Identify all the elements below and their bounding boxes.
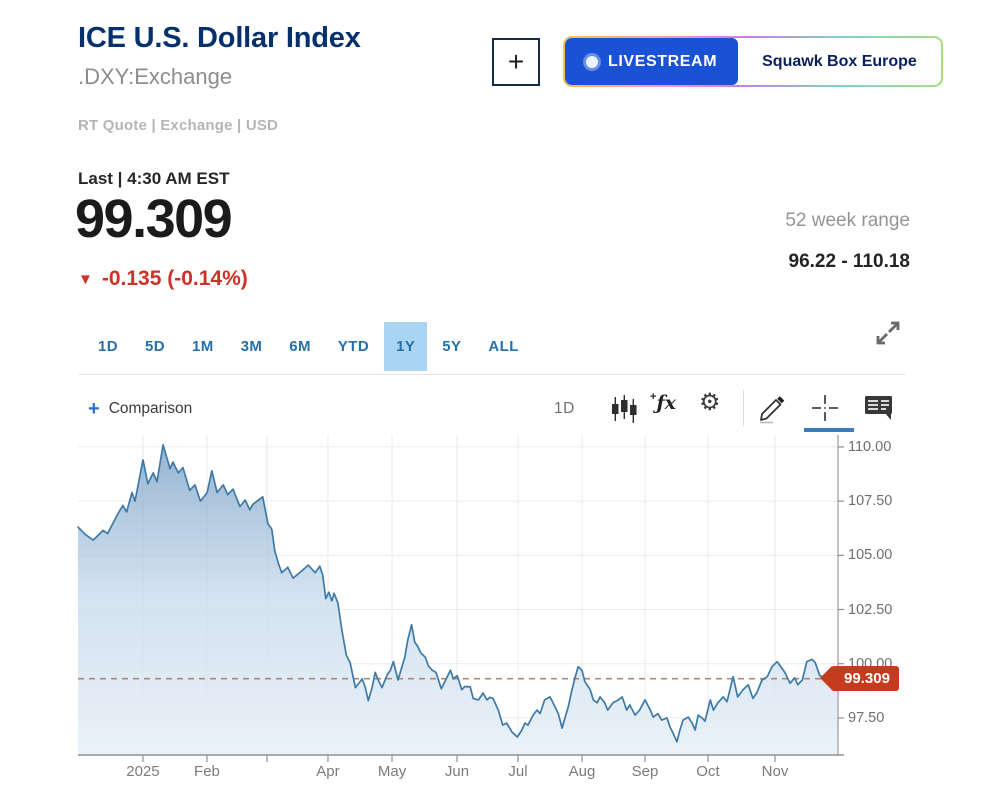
tab-5y[interactable]: 5Y [430,322,473,371]
x-tick-label: Sep [631,763,659,780]
tab-1y[interactable]: 1Y [384,322,428,371]
x-tick-label: Aug [568,763,596,780]
tab-ytd[interactable]: YTD [326,322,381,371]
tab-1d[interactable]: 1D [86,322,130,371]
interval-selector[interactable]: 1D [554,400,575,417]
y-tick-label: 102.50 [848,601,893,618]
tab-1m[interactable]: 1M [180,322,226,371]
range-label: 52 week range [785,210,910,231]
down-arrow-icon: ▼ [78,270,93,288]
function-icon: ƒx [656,392,676,414]
candlestick-icon [612,395,637,423]
tab-5d[interactable]: 5D [133,322,177,371]
x-tick-label: Jul [508,763,528,780]
ticker-symbol: .DXY:Exchange [78,64,233,89]
settings-button[interactable]: ⚙ [699,390,721,414]
quote-meta: RT Quote | Exchange | USD [78,117,279,134]
live-dot-icon [586,55,598,68]
section-divider [78,374,906,375]
livestream-button[interactable]: LIVESTREAM [565,38,739,85]
time-range-tabs: 1D 5D 1M 3M 6M YTD 1Y 5Y ALL [86,322,531,371]
crosshair-icon [812,395,838,421]
crosshair-button[interactable] [810,393,840,428]
indicators-button[interactable]: +ƒx [650,390,676,415]
y-tick-label: 97.50 [848,709,885,726]
change-value: -0.135 (-0.14%) [101,267,248,290]
y-tick-label: 110.00 [848,438,892,455]
y-tick-label: 105.00 [848,547,893,564]
page-title: ICE U.S. Dollar Index [78,22,361,54]
last-price-badge: 99.309 [820,666,899,692]
x-tick-label: 2025 [126,763,160,780]
events-button[interactable] [864,393,893,426]
tab-6m[interactable]: 6M [277,322,323,371]
x-tick-label: Jun [444,763,470,780]
x-tick-label: Feb [194,763,220,780]
x-tick-label: Nov [761,763,789,780]
last-timestamp: Last | 4:30 AM EST [78,169,230,188]
draw-button[interactable] [758,392,788,429]
fx-plus-glyph: + [650,390,657,403]
tab-3m[interactable]: 3M [229,322,275,371]
x-tick-label: May [377,763,407,780]
price-change: ▼ -0.135 (-0.14%) [78,267,248,291]
comparison-button[interactable]: + Comparison [88,398,193,420]
plus-icon: + [88,398,100,420]
add-to-watchlist-button[interactable]: + [492,38,540,86]
tab-all[interactable]: ALL [476,322,530,371]
expand-icon [876,321,900,344]
livestream-show-title: Squawk Box Europe [762,52,917,70]
pencil-icon [760,396,785,424]
fullscreen-button[interactable] [870,316,906,352]
gear-icon: ⚙ [699,388,721,416]
chart-style-button[interactable] [611,395,638,428]
x-tick-label: Apr [316,763,340,780]
news-icon [865,396,892,420]
x-tick-label: Oct [696,763,720,780]
plus-icon: + [507,46,525,77]
active-tool-underline [804,428,854,432]
price-chart[interactable]: 110.00 107.50 105.00 102.50 100.00 97.50 2025… [77,435,899,780]
last-price: 99.309 [75,189,233,249]
livestream-label: LIVESTREAM [608,52,718,70]
range-value: 96.22 - 110.18 [788,251,911,272]
chart-canvas [77,435,844,762]
y-tick-label: 107.50 [848,493,893,510]
toolbar-divider [743,390,744,426]
livestream-banner[interactable]: LIVESTREAM Squawk Box Europe [563,36,943,87]
